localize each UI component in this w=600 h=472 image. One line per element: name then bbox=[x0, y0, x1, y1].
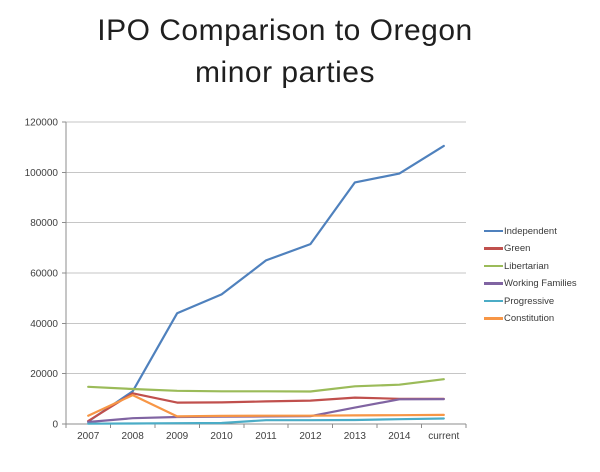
legend-label: Constitution bbox=[504, 313, 555, 324]
legend-line-swatch bbox=[484, 282, 503, 285]
x-axis-label: 2009 bbox=[166, 431, 189, 442]
legend-label: Green bbox=[504, 243, 531, 254]
legend-item-progressive: Progressive bbox=[484, 295, 577, 307]
series-line-libertarian bbox=[87, 378, 445, 393]
x-axis-label: 2011 bbox=[255, 431, 277, 442]
chart-legend: Independent Green Libertarian Working Famil… bbox=[484, 225, 577, 330]
y-axis-label: 20000 bbox=[30, 369, 58, 380]
legend-line-swatch bbox=[484, 247, 503, 250]
series-line-constitution bbox=[87, 394, 445, 418]
legend-item-constitution: Constitution bbox=[484, 313, 577, 325]
series-line-green bbox=[87, 392, 445, 423]
x-axis-label: 2012 bbox=[299, 431, 322, 442]
legend-label: Libertarian bbox=[504, 260, 549, 272]
x-axis-label: 2013 bbox=[344, 431, 367, 442]
y-axis-label: 120000 bbox=[25, 118, 59, 129]
x-axis-label: 2014 bbox=[388, 431, 411, 442]
legend-line-swatch bbox=[484, 229, 503, 233]
chart-title: IPO Comparison to Oregon minor parties bbox=[0, 10, 570, 94]
series-line-progressive bbox=[87, 417, 445, 425]
y-axis-label: 60000 bbox=[30, 269, 58, 280]
x-axis-label: 2010 bbox=[210, 431, 233, 442]
chart-title-line-2: minor parties bbox=[195, 56, 375, 89]
legend-label: Independent bbox=[504, 225, 557, 237]
y-axis-label: 100000 bbox=[25, 168, 59, 179]
x-axis-label: current bbox=[428, 431, 459, 442]
y-axis-label: 40000 bbox=[30, 319, 58, 330]
series-line-independent bbox=[87, 144, 445, 423]
x-axis-label: 2008 bbox=[122, 431, 145, 442]
chart-title-line-1: IPO Comparison to Oregon bbox=[97, 14, 473, 47]
legend-item-libertarian: Libertarian bbox=[484, 260, 577, 272]
legend-item-working-families: Working Families bbox=[484, 278, 577, 290]
legend-line-swatch bbox=[484, 264, 503, 268]
legend-line-swatch bbox=[484, 299, 503, 303]
legend-line-swatch bbox=[484, 317, 503, 320]
legend-label: Progressive bbox=[504, 295, 555, 307]
y-axis-label: 0 bbox=[52, 420, 58, 431]
legend-item-green: Green bbox=[484, 243, 577, 255]
x-axis-label: 2007 bbox=[77, 431, 100, 442]
y-axis-label: 80000 bbox=[30, 218, 58, 229]
legend-item-independent: Independent bbox=[484, 225, 577, 237]
legend-label: Working Families bbox=[504, 278, 577, 289]
